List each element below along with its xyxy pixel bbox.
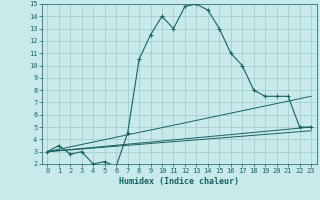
X-axis label: Humidex (Indice chaleur): Humidex (Indice chaleur) <box>119 177 239 186</box>
